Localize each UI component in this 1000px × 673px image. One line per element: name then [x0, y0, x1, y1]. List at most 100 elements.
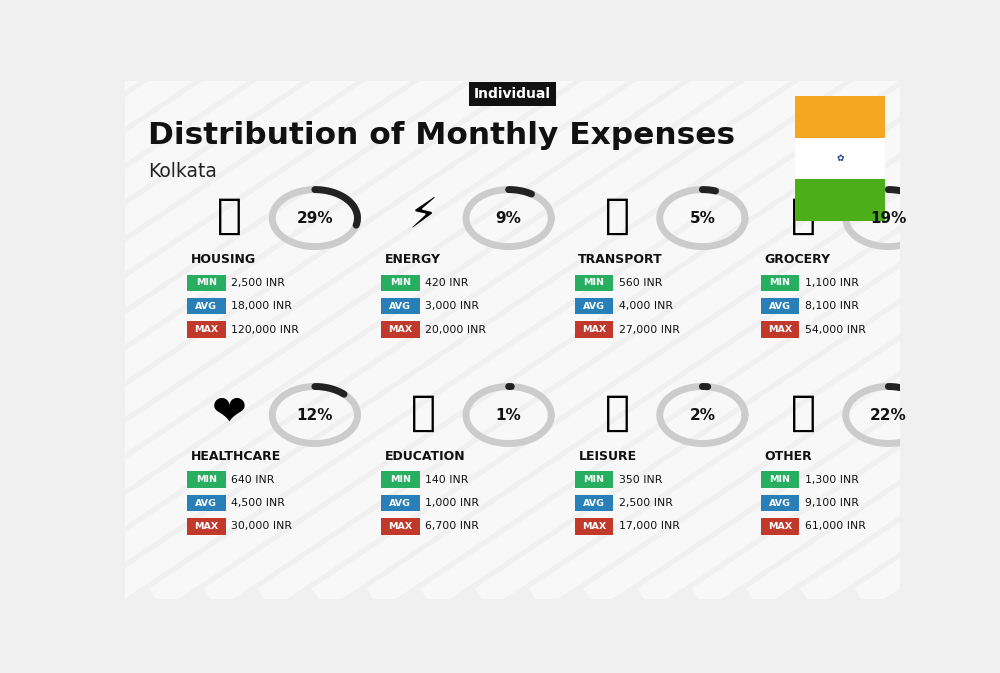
Text: 17,000 INR: 17,000 INR: [619, 522, 680, 532]
Text: MIN: MIN: [769, 475, 790, 485]
Text: 2,500 INR: 2,500 INR: [619, 498, 673, 508]
Text: MAX: MAX: [768, 522, 792, 531]
Text: 640 INR: 640 INR: [231, 474, 275, 485]
FancyBboxPatch shape: [795, 138, 885, 179]
Text: 20,000 INR: 20,000 INR: [425, 324, 486, 334]
Text: 🏢: 🏢: [217, 194, 242, 236]
Text: 350 INR: 350 INR: [619, 474, 662, 485]
Text: 🚌: 🚌: [605, 194, 630, 236]
Text: 120,000 INR: 120,000 INR: [231, 324, 299, 334]
Text: AVG: AVG: [389, 499, 411, 507]
FancyBboxPatch shape: [381, 518, 420, 535]
Text: EDUCATION: EDUCATION: [385, 450, 465, 463]
Text: 18,000 INR: 18,000 INR: [231, 302, 292, 311]
FancyBboxPatch shape: [761, 495, 799, 511]
Text: OTHER: OTHER: [764, 450, 812, 463]
Text: MAX: MAX: [194, 522, 218, 531]
FancyBboxPatch shape: [574, 298, 613, 314]
Text: ✿: ✿: [836, 154, 844, 163]
Text: 9,100 INR: 9,100 INR: [805, 498, 859, 508]
Text: 27,000 INR: 27,000 INR: [619, 324, 680, 334]
Text: 4,500 INR: 4,500 INR: [231, 498, 285, 508]
Text: ⚡: ⚡: [409, 194, 438, 236]
Text: MIN: MIN: [390, 475, 411, 485]
Text: MAX: MAX: [194, 325, 218, 334]
FancyBboxPatch shape: [761, 321, 799, 338]
Text: Distribution of Monthly Expenses: Distribution of Monthly Expenses: [148, 120, 735, 149]
Text: 29%: 29%: [297, 211, 333, 225]
FancyBboxPatch shape: [187, 518, 226, 535]
Text: 4,000 INR: 4,000 INR: [619, 302, 673, 311]
Text: 🎓: 🎓: [411, 392, 436, 433]
Text: 560 INR: 560 INR: [619, 278, 662, 288]
FancyBboxPatch shape: [187, 298, 226, 314]
FancyBboxPatch shape: [574, 495, 613, 511]
Text: HEALTHCARE: HEALTHCARE: [191, 450, 281, 463]
FancyBboxPatch shape: [381, 495, 420, 511]
Text: MIN: MIN: [583, 279, 604, 287]
Text: 6,700 INR: 6,700 INR: [425, 522, 479, 532]
Text: 2,500 INR: 2,500 INR: [231, 278, 285, 288]
Text: 140 INR: 140 INR: [425, 474, 468, 485]
Text: 54,000 INR: 54,000 INR: [805, 324, 866, 334]
FancyBboxPatch shape: [381, 472, 420, 488]
Text: AVG: AVG: [583, 499, 605, 507]
Text: MAX: MAX: [388, 522, 412, 531]
Text: MAX: MAX: [582, 325, 606, 334]
FancyBboxPatch shape: [761, 472, 799, 488]
FancyBboxPatch shape: [574, 518, 613, 535]
FancyBboxPatch shape: [187, 321, 226, 338]
FancyBboxPatch shape: [795, 179, 885, 221]
Text: AVG: AVG: [195, 499, 217, 507]
FancyBboxPatch shape: [761, 298, 799, 314]
FancyBboxPatch shape: [761, 518, 799, 535]
Text: 5%: 5%: [689, 211, 715, 225]
Text: 1,000 INR: 1,000 INR: [425, 498, 479, 508]
FancyBboxPatch shape: [187, 275, 226, 291]
Text: 1,300 INR: 1,300 INR: [805, 474, 859, 485]
Text: AVG: AVG: [389, 302, 411, 311]
FancyBboxPatch shape: [381, 275, 420, 291]
Text: 1,100 INR: 1,100 INR: [805, 278, 859, 288]
Text: 22%: 22%: [870, 408, 907, 423]
FancyBboxPatch shape: [795, 96, 885, 138]
FancyBboxPatch shape: [574, 321, 613, 338]
Text: 19%: 19%: [870, 211, 907, 225]
Text: AVG: AVG: [769, 499, 791, 507]
Text: MIN: MIN: [196, 475, 217, 485]
Text: Kolkata: Kolkata: [148, 162, 217, 181]
Text: AVG: AVG: [195, 302, 217, 311]
Text: AVG: AVG: [769, 302, 791, 311]
Text: Individual: Individual: [474, 87, 551, 101]
FancyBboxPatch shape: [574, 275, 613, 291]
Text: MIN: MIN: [196, 279, 217, 287]
FancyBboxPatch shape: [187, 495, 226, 511]
Text: GROCERY: GROCERY: [764, 253, 830, 266]
Text: MAX: MAX: [768, 325, 792, 334]
FancyBboxPatch shape: [381, 298, 420, 314]
Text: MIN: MIN: [390, 279, 411, 287]
Text: LEISURE: LEISURE: [578, 450, 637, 463]
Text: 61,000 INR: 61,000 INR: [805, 522, 866, 532]
Text: 🛒: 🛒: [791, 194, 816, 236]
Text: 420 INR: 420 INR: [425, 278, 468, 288]
Text: MIN: MIN: [583, 475, 604, 485]
Text: MIN: MIN: [769, 279, 790, 287]
Text: HOUSING: HOUSING: [191, 253, 256, 266]
Text: 💰: 💰: [791, 392, 816, 433]
Text: 2%: 2%: [689, 408, 715, 423]
Text: 🛍: 🛍: [605, 392, 630, 433]
Text: 9%: 9%: [496, 211, 522, 225]
Text: 3,000 INR: 3,000 INR: [425, 302, 479, 311]
Text: AVG: AVG: [583, 302, 605, 311]
Text: ❤: ❤: [212, 392, 247, 433]
Text: 12%: 12%: [297, 408, 333, 423]
Text: MAX: MAX: [388, 325, 412, 334]
FancyBboxPatch shape: [574, 472, 613, 488]
FancyBboxPatch shape: [187, 472, 226, 488]
Text: ENERGY: ENERGY: [385, 253, 441, 266]
Text: TRANSPORT: TRANSPORT: [578, 253, 663, 266]
Text: 30,000 INR: 30,000 INR: [231, 522, 292, 532]
FancyBboxPatch shape: [761, 275, 799, 291]
FancyBboxPatch shape: [381, 321, 420, 338]
